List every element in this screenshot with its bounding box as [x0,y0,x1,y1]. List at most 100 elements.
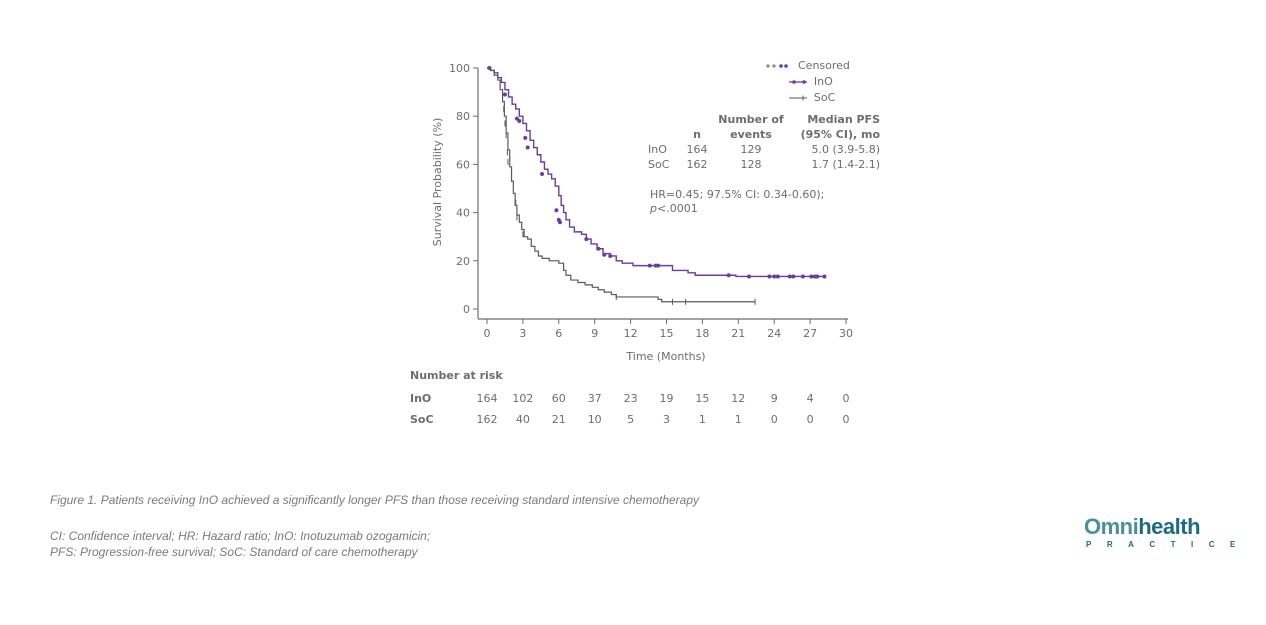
header-n: n [693,128,701,141]
soc-survival-curve [487,67,756,303]
ino-line-icon [788,80,807,84]
ino-censor-mark [726,273,731,278]
logo-health: health [1138,514,1201,539]
risk-value: 15 [695,392,710,405]
x-tick-label: 15 [660,327,674,340]
ino-censor-mark [767,274,772,279]
risk-row-ino: InO 164 102 60 37 23 19 15 12 9 4 0 [410,392,850,413]
km-chart: 0 20 40 60 80 100 0 3 6 9 12 15 18 21 24 27 30 Time (Mon… [431,62,853,363]
x-tick-label: 9 [591,327,598,340]
stats-row-ino: InO 164 129 5.0 (3.9-5.8) [648,142,880,157]
risk-table: Number at risk InO 164 102 60 37 23 19 15 12 9 4 0 S… [410,369,850,434]
stats-events: 129 [740,143,762,156]
ino-censor-mark [608,253,613,258]
ino-censor-mark [540,172,545,177]
p-rest: <.0001 [656,202,698,215]
risk-value: 1 [698,413,706,426]
stats-n: 164 [686,143,708,156]
ino-censor-mark [525,145,530,150]
axes: 0 20 40 60 80 100 0 3 6 9 12 15 18 21 24 27 30 [449,62,853,340]
ino-survival-curve [487,67,825,278]
y-tick-label: 20 [456,255,470,268]
ino-censor-mark [822,274,827,279]
header-median-2: (95% CI), mo [800,128,880,141]
legend-soc: SoC [764,90,850,106]
y-tick-label: 40 [456,207,470,220]
ino-censor-mark [747,274,752,279]
ino-censor-mark [791,274,796,279]
legend: Censored InO SoC [764,58,850,106]
x-tick-label: 12 [624,327,638,340]
figure-caption: Figure 1. Patients receiving InO achieve… [50,493,700,507]
ino-censor-mark [557,220,562,225]
x-tick-label: 27 [803,327,817,340]
risk-value: 12 [731,392,746,405]
logo-omni: Omni [1084,514,1139,539]
stats-n: 162 [686,158,708,171]
p-italic: p [650,202,657,215]
curves [487,66,827,305]
risk-value: 0 [806,413,814,426]
ino-censor-mark [815,274,820,279]
x-tick-label: 24 [767,327,781,340]
stats-label: InO [648,143,667,156]
ino-censor-mark [596,246,601,251]
header-events-1: Number of [718,113,784,126]
legend-label: InO [813,75,833,88]
ino-censor-mark [647,263,652,268]
risk-value: 164 [476,392,498,405]
ino-censor-mark [502,92,507,97]
risk-value: 102 [512,392,534,405]
stats-table: Number of Median PFS n events (95% CI), … [648,112,880,172]
legend-label: SoC [813,91,836,104]
x-tick-label: 30 [839,327,853,340]
risk-value: 21 [551,413,566,426]
ino-censor-mark [775,274,780,279]
y-tick-label: 60 [456,158,470,171]
stats-median: 1.7 (1.4-2.1) [811,158,880,171]
logo-practice: PRACTICE [1086,540,1251,549]
risk-value: 1 [734,413,742,426]
hr-line: HR=0.45; 97.5% CI: 0.34-0.60); [650,188,825,201]
omnihealth-logo: Omnihealth PRACTICE [1084,514,1251,550]
ino-censor-mark [772,274,777,279]
ino-censor-mark [584,237,589,242]
risk-row-label: SoC [410,413,434,426]
risk-value: 10 [587,413,602,426]
risk-value: 0 [842,392,850,405]
risk-value: 19 [659,392,674,405]
risk-value: 0 [770,413,778,426]
ino-censor-mark [523,135,528,140]
stats-row-soc: SoC 162 128 1.7 (1.4-2.1) [648,157,880,172]
ino-censor-mark [787,274,792,279]
risk-row-soc: SoC 162 40 21 10 5 3 1 1 0 0 0 [410,413,850,434]
hazard-ratio-annotation: HR=0.45; 97.5% CI: 0.34-0.60); p<.0001 [650,188,824,216]
risk-value: 0 [842,413,850,426]
ino-censor-mark [800,274,805,279]
legend-ino: InO [764,74,850,90]
ino-censor-mark [517,119,522,124]
soc-line-icon [788,95,807,101]
risk-value: 23 [623,392,638,405]
risk-value: 3 [663,413,670,426]
risk-value: 4 [806,392,814,405]
x-tick-label: 6 [555,327,562,340]
risk-table-title: Number at risk [410,369,503,382]
risk-value: 5 [627,413,635,426]
y-axis-title: Survival Probability (%) [431,118,444,247]
x-tick-label: 0 [484,327,491,340]
risk-value: 9 [770,392,778,405]
header-events-2: events [730,128,772,141]
ino-censor-mark [602,252,607,257]
censored-marker-icon [766,64,788,68]
y-tick-label: 0 [463,303,470,316]
y-tick-label: 80 [456,110,470,123]
stats-label: SoC [648,158,670,171]
p-value: p<.0001 [650,202,824,216]
risk-value: 37 [587,392,602,405]
x-tick-label: 3 [519,327,526,340]
abbreviation-line: PFS: Progression-free survival; SoC: Sta… [50,545,418,559]
stats-median: 5.0 (3.9-5.8) [811,143,880,156]
risk-value: 60 [551,392,566,405]
risk-value: 40 [515,413,530,426]
